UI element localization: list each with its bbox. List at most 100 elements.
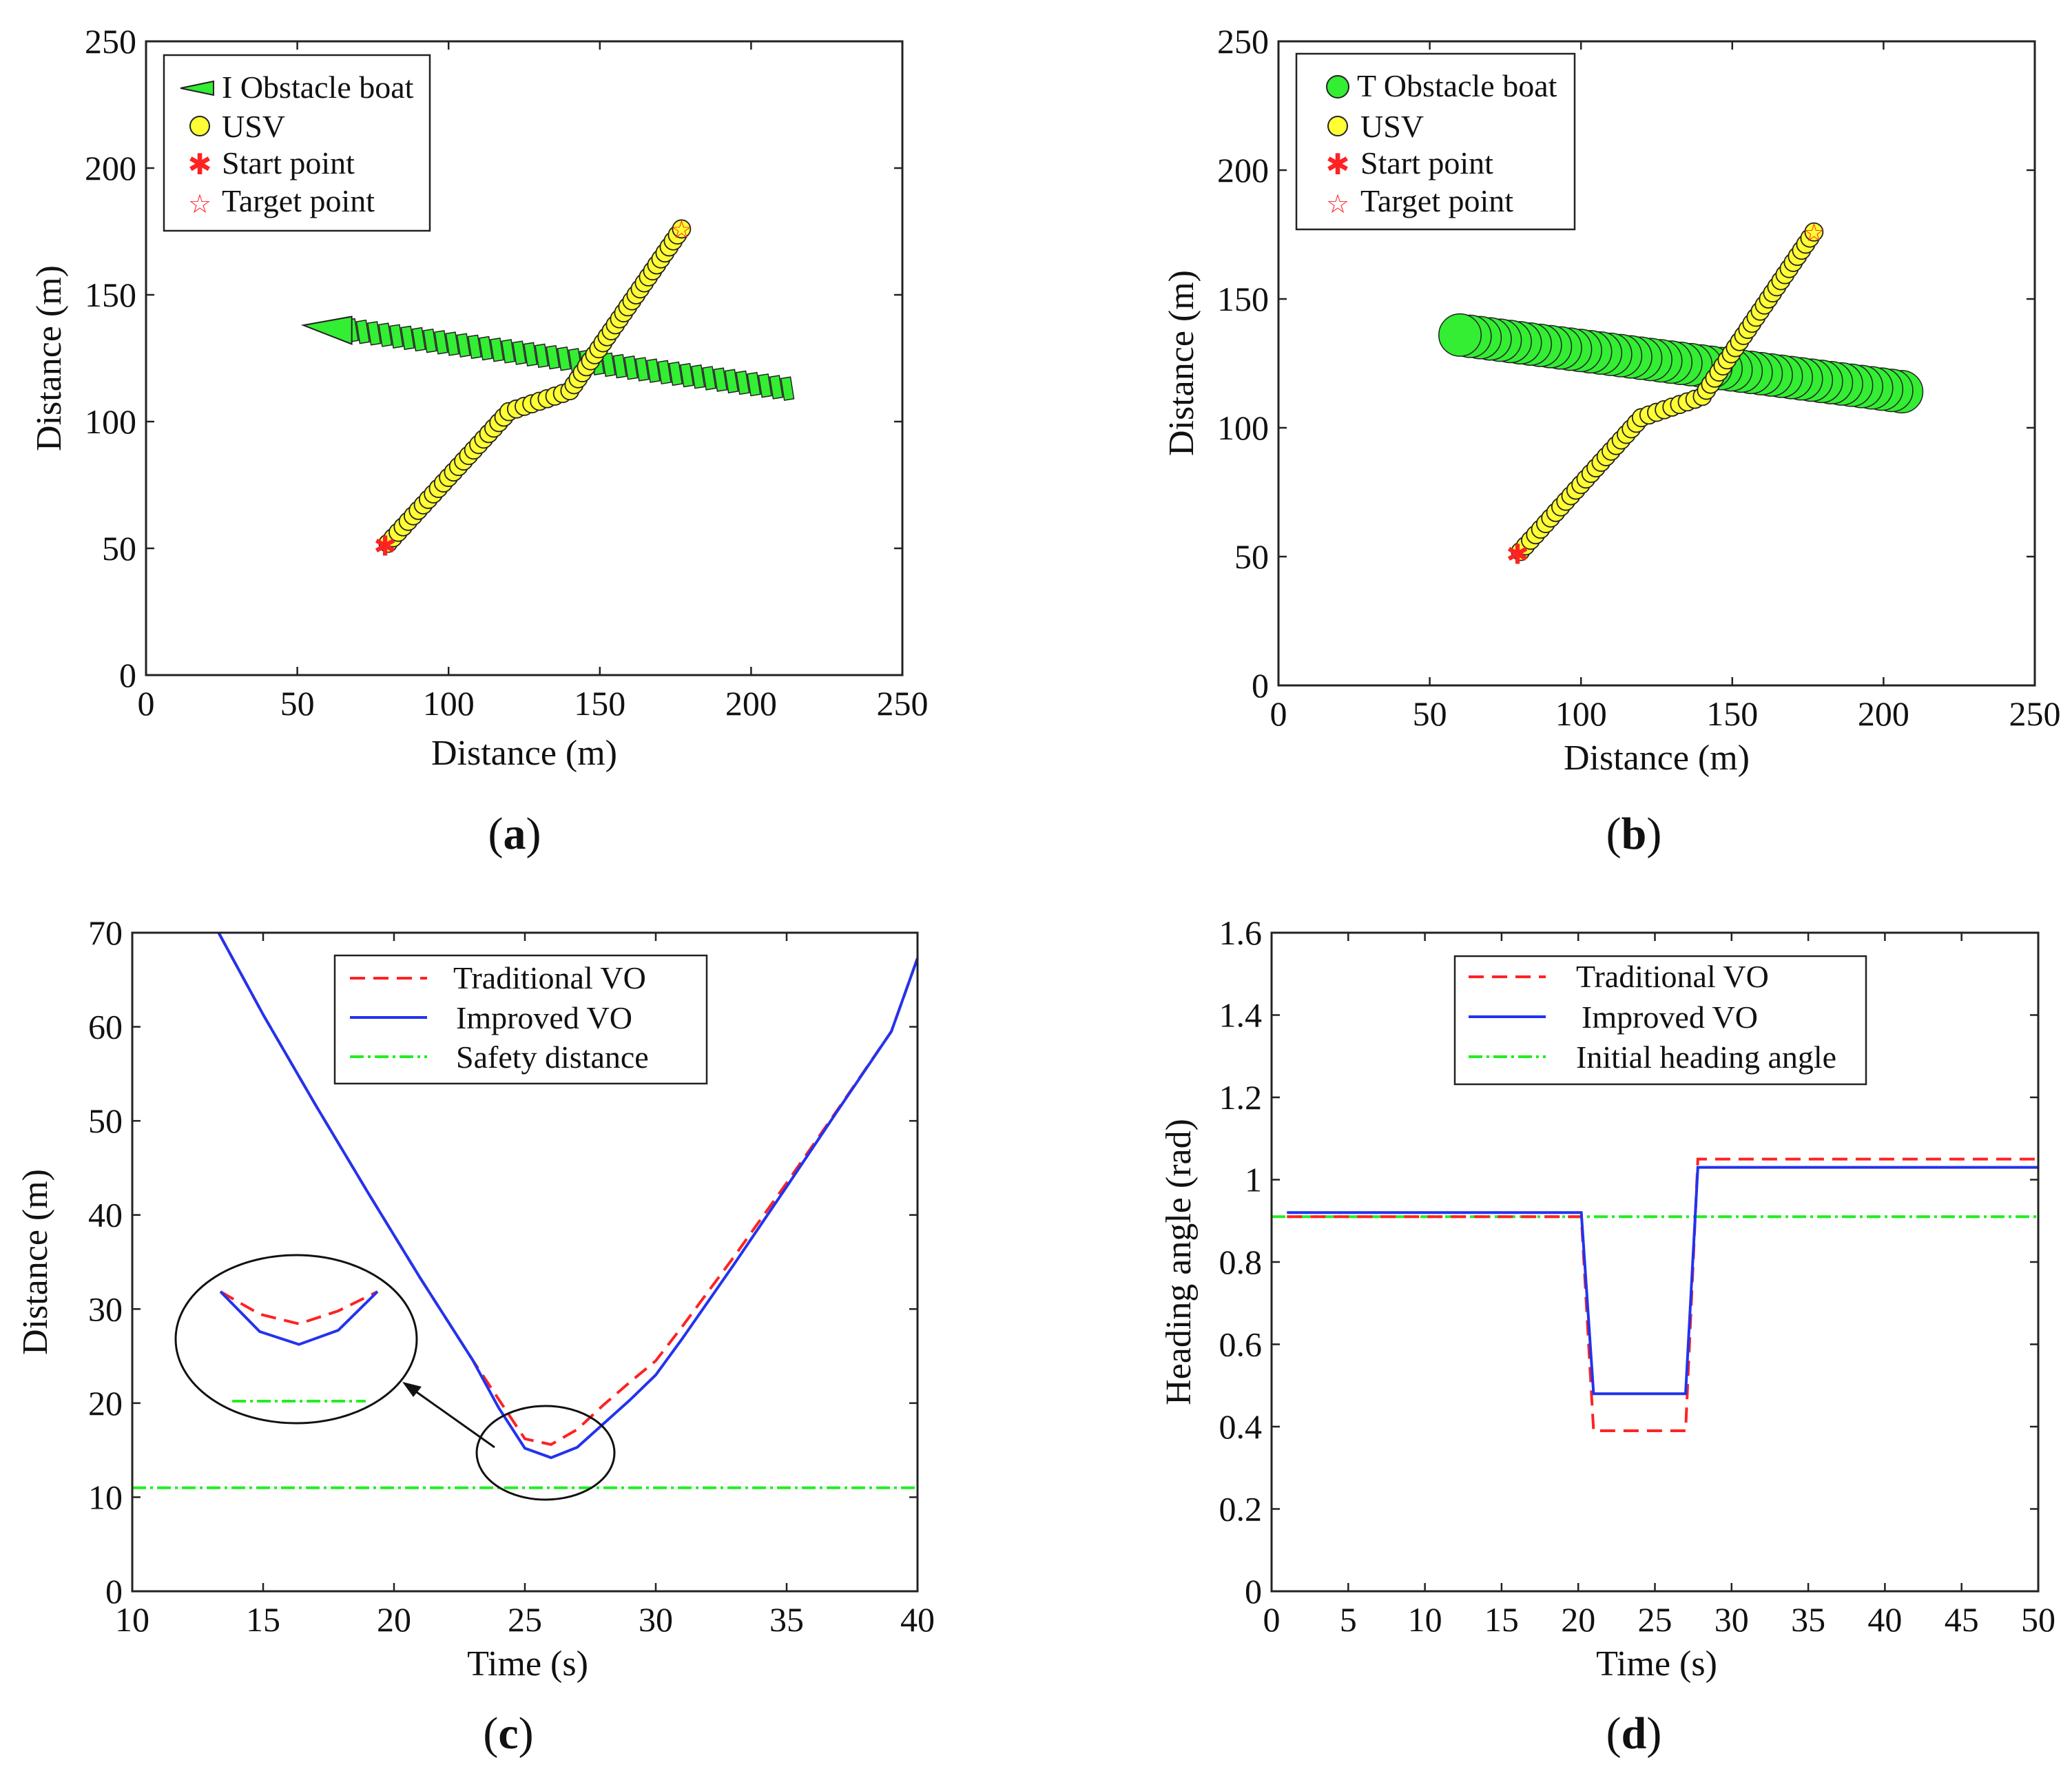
panel-c-x-tick-label: 15 — [246, 1600, 280, 1639]
panel-a-obstacle-boat-marker — [635, 357, 650, 382]
panel-b-y-tick-label: 200 — [1217, 151, 1269, 189]
panel-a-y-ticks: 0 50 100 150 200 250 — [85, 22, 902, 694]
panel-c-series-traditional-vo — [217, 932, 919, 1447]
panel-d-y-tick-label: 1.6 — [1219, 913, 1263, 952]
panel-a-legend-circle-marker — [189, 116, 210, 136]
panel-b-legend-circle-marker-yellow — [1327, 116, 1348, 136]
panel-c-legend-label-2: Safety distance — [456, 1039, 649, 1075]
panel-a-obstacle-boat-marker — [668, 361, 683, 386]
panel-b-legend-asterisk-marker: ✱ — [1325, 147, 1349, 181]
panel-d-series-traditional-vo — [1287, 1157, 2038, 1432]
panel-a-obstacle-boat-marker — [735, 370, 750, 395]
panel-a-obstacle-boat-marker — [535, 343, 549, 369]
panel-d-x-axis-label: Time (s) — [1596, 1644, 1717, 1684]
panel-c-zoom-arrowhead — [402, 1382, 422, 1397]
panel-c-x-tick-label: 10 — [115, 1600, 149, 1639]
panel-a-obstacle-boat-marker — [679, 362, 694, 388]
panel-a-x-axis-label: Distance (m) — [431, 734, 617, 773]
panel-a-x-tick-label: 0 — [138, 684, 155, 723]
panel-b-y-tick-label: 50 — [1234, 537, 1269, 576]
panel-d-y-tick-label: 0.4 — [1219, 1407, 1263, 1446]
panel-d-legend-label-2: Initial heading angle — [1576, 1039, 1836, 1075]
panel-a-obstacle-boat-marker — [646, 358, 661, 383]
panel-a-obstacle-boat-marker — [769, 375, 784, 400]
panel-d-y-axis-label: Heading angle (rad) — [1159, 1119, 1199, 1405]
panel-d-x-tick-label: 25 — [1638, 1600, 1672, 1639]
panel-c-x-tick-label: 20 — [377, 1600, 411, 1639]
panel-a-obstacle-boat-marker — [478, 335, 493, 361]
panel-d-x-tick-label: 10 — [1408, 1600, 1442, 1639]
panel-a-legend-star-marker: ☆ — [188, 189, 211, 219]
panel-b-y-tick-label: 150 — [1217, 280, 1269, 318]
panel-d-y-tick-label: 0.2 — [1219, 1490, 1263, 1529]
panel-a-marks: ✱☆ — [300, 216, 795, 562]
panel-d-x-tick-label: 45 — [1945, 1600, 1979, 1639]
panel-d-x-tick-label: 5 — [1340, 1600, 1357, 1639]
panel-b-legend-label-1: USV — [1360, 109, 1424, 144]
panel-b-legend-label-2: Start point — [1360, 145, 1493, 180]
panel-a-x-ticks: 0 50 100 150 200 250 — [138, 41, 929, 723]
panel-a-y-tick-label: 200 — [85, 149, 136, 187]
panel-d-y-tick-label: 1.4 — [1219, 996, 1263, 1035]
panel-a-legend-asterisk-marker: ✱ — [187, 147, 211, 181]
panel-b-legend-star-marker: ☆ — [1326, 189, 1349, 219]
panel-c-x-ticks: 10 15 20 25 30 35 40 — [115, 933, 935, 1639]
panel-a-legend-label-2: Start point — [222, 145, 355, 180]
panel-a-x-tick-label: 250 — [877, 684, 929, 723]
panel-d-x-tick-label: 20 — [1561, 1600, 1595, 1639]
panel-d-x-tick-label: 30 — [1714, 1600, 1749, 1639]
panel-c-x-axis-label: Time (s) — [467, 1644, 588, 1684]
panel-a-obstacle-boat-head — [300, 315, 353, 345]
panel-b-x-tick-label: 150 — [1706, 694, 1758, 733]
panel-d-marks — [1272, 1157, 2038, 1432]
panel-a-obstacle-boat-marker — [467, 334, 482, 360]
panel-a-legend-triangle-marker — [180, 80, 214, 96]
panel-a-label-letter: a — [504, 809, 526, 859]
panel-c-zoom-large-ellipse — [174, 1254, 418, 1425]
panel-c-label: (c) — [483, 1708, 533, 1759]
panel-c-x-tick-label: 25 — [508, 1600, 542, 1639]
panel-b-marks: ✱☆ — [1438, 219, 1924, 570]
panel-a-obstacle-boat-marker — [747, 371, 761, 397]
panel-c-y-ticks: 0 10 20 30 40 50 60 70 — [88, 913, 918, 1611]
panel-c-y-tick-label: 30 — [88, 1290, 123, 1328]
panel-b-x-tick-label: 50 — [1413, 694, 1447, 733]
panel-b-label-letter: b — [1622, 809, 1647, 859]
panel-a-legend-label-3: Target point — [222, 183, 375, 218]
panel-c-legend-label-0: Traditional VO — [453, 960, 646, 995]
panel-c-y-tick-label: 0 — [105, 1572, 123, 1611]
panel-b-y-axis-label: Distance (m) — [1162, 270, 1201, 456]
panel-b-x-ticks: 0 50 100 150 200 250 — [1270, 41, 2061, 733]
panel-d-x-tick-label: 15 — [1484, 1600, 1519, 1639]
panel-c-zoom-small-ellipse — [475, 1405, 616, 1501]
panel-a-obstacle-boat-marker — [456, 333, 471, 358]
panel-c-label-letter: c — [498, 1708, 518, 1759]
panel-a-obstacle-boat-marker — [523, 342, 538, 367]
panel-a-legend: ✱ ☆ I Obstacle boat USV Start point Targ… — [163, 54, 431, 232]
panel-a-obstacle-boat-marker — [389, 324, 404, 349]
panel-a-target-point-marker: ☆ — [670, 216, 692, 244]
panel-b-x-tick-label: 100 — [1555, 694, 1607, 733]
panel-c-x-tick-label: 30 — [639, 1600, 673, 1639]
panel-a-legend-label-1: USV — [222, 109, 285, 144]
panel-a-y-tick-label: 0 — [119, 656, 136, 694]
panel-b-legend-label-0: T Obstacle boat — [1357, 68, 1557, 103]
panel-d-label: (d) — [1606, 1708, 1662, 1759]
panel-b-x-tick-label: 250 — [2009, 694, 2061, 733]
panel-c-y-tick-label: 50 — [88, 1101, 123, 1140]
panel-c-marks — [132, 932, 919, 1489]
panel-b-y-tick-label: 250 — [1217, 22, 1269, 61]
panel-d-series-improved-vo — [1287, 1166, 2038, 1396]
panel-a-obstacle-boat-marker — [490, 337, 504, 362]
panel-b-obstacle-boat-marker — [1438, 313, 1482, 357]
panel-c-y-tick-label: 10 — [88, 1478, 123, 1516]
panel-d-x-tick-label: 40 — [1867, 1600, 1902, 1639]
panel-a-obstacle-boat-marker — [501, 339, 515, 364]
panel-a-y-tick-label: 50 — [102, 529, 136, 568]
panel-d-y-tick-label: 0.8 — [1219, 1243, 1263, 1281]
panel-a-obstacle-boat-marker — [366, 321, 382, 346]
panel-c-x-tick-label: 35 — [769, 1600, 804, 1639]
